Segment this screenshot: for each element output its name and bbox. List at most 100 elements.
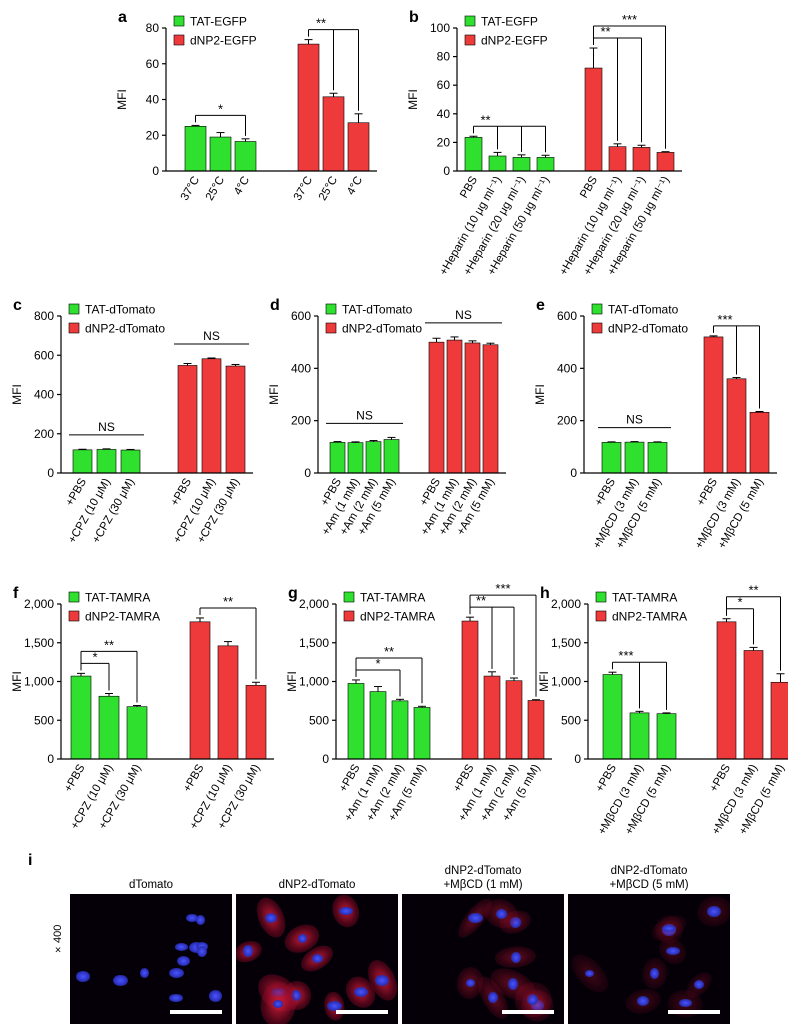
- x-tick-label: PBS: [458, 174, 480, 200]
- panel-letter: a: [118, 9, 127, 26]
- sig-label: **: [480, 112, 490, 127]
- scale-bar: [668, 1010, 720, 1014]
- legend-label: TAT-TAMRA: [85, 591, 150, 605]
- sig-label: ***: [717, 312, 732, 327]
- x-tick-label: 37°C: [179, 175, 202, 203]
- bar: [483, 675, 501, 760]
- bar: [217, 645, 239, 760]
- bar: [96, 449, 117, 474]
- y-tick-label: 100: [430, 21, 450, 35]
- cell-nucleus: [707, 905, 721, 918]
- legend-label: TAT-EGFP: [481, 15, 538, 29]
- y-tick-label: 0: [47, 466, 54, 480]
- bar: [624, 441, 645, 474]
- bar: [189, 621, 211, 760]
- bar: [505, 680, 523, 760]
- panel-letter: g: [288, 585, 298, 602]
- sig-label: ***: [618, 648, 633, 663]
- bar: [369, 691, 387, 760]
- bar: [536, 157, 555, 172]
- cell-nucleus: [693, 980, 704, 990]
- legend-swatch: [464, 34, 476, 46]
- bar: [703, 336, 724, 474]
- x-tick-label: +PBS: [62, 762, 87, 794]
- legend-swatch: [68, 303, 80, 315]
- y-axis-label: MFI: [10, 671, 24, 692]
- legend-swatch: [68, 610, 80, 622]
- cell-nucleus: [530, 1000, 545, 1012]
- x-tick-label: 25°C: [204, 175, 227, 203]
- bar: [428, 341, 445, 474]
- legend-label: dNP2-dTomato: [85, 322, 165, 336]
- cell-nucleus: [168, 967, 184, 979]
- legend-label: TAT-TAMRA: [360, 591, 425, 605]
- cell-nucleus: [338, 906, 353, 916]
- bar: [527, 700, 545, 760]
- cell-nucleus: [291, 989, 302, 1001]
- bar: [245, 685, 267, 760]
- cell-nucleus: [140, 968, 150, 978]
- y-axis-label: MFI: [533, 384, 547, 405]
- y-tick-label: 1,500: [299, 636, 329, 650]
- y-tick-label: 1,500: [551, 636, 581, 650]
- panel-letter: f: [13, 585, 19, 602]
- panel-letter: b: [409, 9, 419, 26]
- bar: [383, 439, 400, 474]
- ns-label: NS: [455, 308, 472, 322]
- bar: [225, 365, 246, 474]
- micrograph-title: dNP2-dTomato +MβCD (1 mM): [443, 865, 523, 891]
- x-tick-label: +PBS: [181, 762, 206, 794]
- y-tick-label: 200: [34, 427, 54, 441]
- ns-label: NS: [356, 408, 373, 422]
- panel-letter-i: i: [28, 852, 33, 869]
- legend-label: TAT-dTomato: [608, 303, 679, 317]
- y-tick-label: 40: [146, 93, 160, 107]
- bar: [184, 126, 207, 172]
- y-tick-label: 400: [291, 361, 311, 375]
- cell-nucleus: [650, 968, 660, 980]
- bar: [322, 96, 345, 172]
- legend-swatch: [343, 610, 355, 622]
- x-tick-label: 4°C: [345, 175, 365, 198]
- cell-nucleus: [311, 953, 324, 964]
- cell-nucleus: [527, 994, 539, 1006]
- x-tick-label: +PBS: [64, 476, 89, 508]
- y-tick-label: 2,000: [24, 597, 54, 611]
- y-axis-label: MFI: [10, 384, 24, 405]
- cell-nucleus: [76, 971, 90, 982]
- legend-swatch: [68, 591, 80, 603]
- sig-label: *: [375, 656, 380, 671]
- legend-swatch: [173, 34, 185, 46]
- micrograph-image: [236, 894, 398, 1024]
- y-tick-label: 0: [443, 164, 450, 178]
- legend-label: dNP2-TAMRA: [360, 610, 435, 624]
- ns-label: NS: [626, 413, 643, 427]
- y-tick-label: 500: [34, 713, 54, 727]
- legend-label: dNP2-TAMRA: [612, 610, 687, 624]
- x-tick-label: 37°C: [292, 175, 315, 203]
- bar: [584, 67, 603, 172]
- cell-nucleus: [327, 1000, 342, 1012]
- legend-label: dNP2-TAMRA: [85, 610, 160, 624]
- y-tick-label: 0: [574, 752, 581, 766]
- micrograph-title: dNP2-dTomato: [278, 879, 356, 891]
- y-tick-label: 0: [322, 752, 329, 766]
- bar: [632, 147, 651, 172]
- micrograph-image: [70, 894, 232, 1024]
- y-tick-label: 500: [561, 713, 581, 727]
- sig-label: ***: [622, 12, 637, 27]
- legend-label: dNP2-EGFP: [190, 34, 257, 48]
- y-axis-label: MFI: [285, 671, 299, 692]
- y-tick-label: 1,500: [24, 636, 54, 650]
- y-tick-label: 0: [47, 752, 54, 766]
- bar: [602, 674, 623, 760]
- y-tick-label: 20: [437, 135, 451, 149]
- bar: [601, 442, 622, 474]
- legend-swatch: [325, 303, 337, 315]
- y-tick-label: 20: [146, 128, 160, 142]
